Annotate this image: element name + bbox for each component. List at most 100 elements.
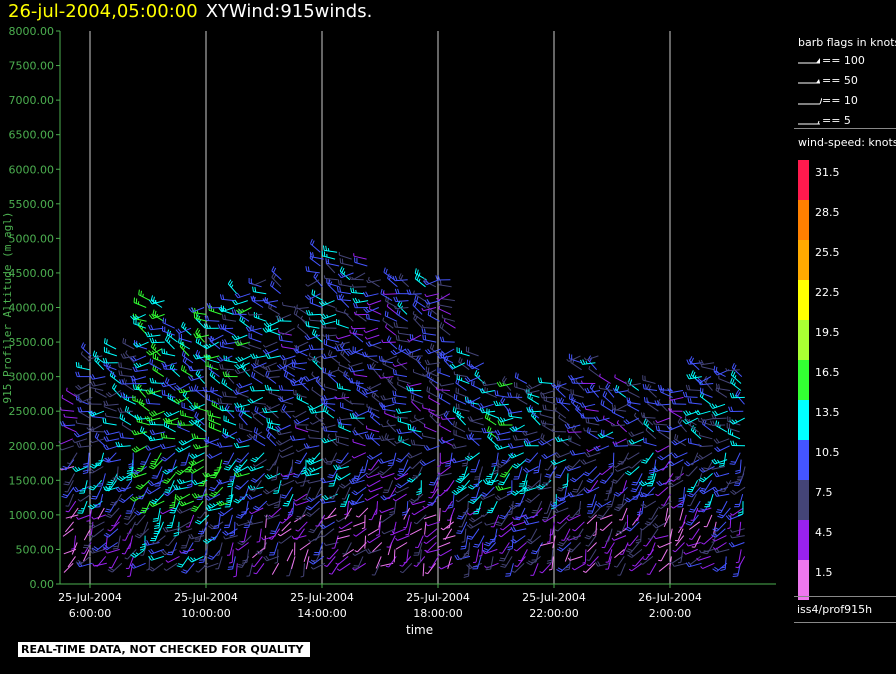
wind-barb [456, 479, 471, 491]
wind-barb [154, 514, 162, 530]
wind-barb [546, 528, 552, 543]
wind-barb [216, 442, 233, 448]
wind-barb [393, 413, 408, 419]
wind-barb [598, 385, 613, 391]
wind-barb [559, 487, 568, 502]
plot-name: XYWind:915winds. [205, 1, 373, 22]
x-tick-label: 25-Jul-2004 [58, 591, 122, 604]
x-tick-label: 22:00:00 [529, 607, 578, 620]
wind-barb [88, 479, 103, 491]
wind-barb [227, 556, 236, 570]
wind-barb [587, 542, 597, 553]
wind-barb [107, 562, 123, 573]
wind-barb [445, 452, 453, 467]
wind-barb [689, 452, 699, 466]
wind-barb [210, 386, 223, 398]
wind-barb [111, 383, 122, 398]
wind-barb [175, 466, 190, 476]
wind-barb [280, 409, 295, 413]
wind-barb [714, 445, 730, 452]
wind-barb [67, 452, 78, 465]
wind-barb [490, 514, 500, 528]
wind-barb [175, 327, 192, 334]
wind-barb [89, 438, 105, 444]
wind-barb [150, 528, 161, 542]
wind-barb [391, 528, 407, 535]
wind-barb [397, 459, 409, 473]
wind-barb [468, 514, 485, 523]
wind-barb [134, 507, 150, 516]
wind-barb [655, 417, 670, 424]
wind-barb [72, 486, 89, 493]
wind-barb [635, 528, 642, 544]
wind-barb [628, 431, 644, 437]
wind-barb [229, 521, 236, 537]
legend-divider [794, 622, 896, 623]
wind-barb [486, 408, 499, 419]
wind-barb [485, 556, 494, 571]
wind-barb [296, 304, 308, 315]
wind-barb [289, 435, 306, 441]
wind-barb [413, 514, 427, 525]
wind-barb [583, 355, 599, 361]
wind-barb [484, 521, 499, 526]
wind-barb [367, 363, 382, 371]
wind-barb [653, 420, 668, 426]
x-tick-label: 14:00:00 [297, 607, 346, 620]
wind-barb [512, 435, 528, 441]
wind-barb [643, 437, 657, 447]
wind-barb [266, 500, 281, 507]
wind-barb [118, 493, 134, 504]
wind-barb [467, 427, 483, 433]
wind-barb [149, 493, 164, 505]
wind-barb [162, 417, 179, 424]
wind-barb [377, 458, 394, 464]
wind-barb [726, 479, 741, 485]
wind-barb [393, 305, 409, 310]
wind-barb [131, 429, 148, 436]
wind-barb [133, 362, 150, 369]
y-tick-label: 6500.00 [9, 129, 55, 142]
wind-barb [203, 341, 219, 349]
wind-barb [720, 556, 727, 571]
wind-barb [352, 429, 368, 436]
wind-barb [531, 500, 543, 514]
wind-barb [668, 396, 684, 401]
wind-barb [610, 422, 626, 427]
wind-barb [685, 514, 699, 526]
wind-barb [422, 563, 425, 577]
wind-barb [523, 388, 540, 394]
wind-barb [186, 473, 193, 489]
wind-barb [234, 459, 248, 471]
wind-barb [463, 563, 470, 578]
wind-barb [439, 422, 452, 433]
wind-barb [352, 297, 369, 304]
wind-barb [441, 295, 455, 302]
wind-barb [602, 415, 615, 426]
wind-barb [390, 521, 397, 536]
wind-barb [255, 542, 268, 555]
wind-barb [271, 272, 282, 288]
wind-barb [134, 414, 150, 420]
wind-barb [640, 412, 656, 419]
wind-barb [395, 408, 412, 414]
wind-barb [148, 500, 165, 508]
wind-barb [523, 519, 540, 526]
wind-barb [250, 473, 265, 483]
wind-barb [614, 549, 625, 559]
wind-barb [313, 272, 323, 288]
wind-barb [103, 429, 120, 436]
wind-barb [161, 389, 176, 398]
wind-barb [570, 389, 584, 398]
y-tick-label: 3500.00 [9, 336, 55, 349]
wind-barb [70, 507, 79, 519]
wind-barb [466, 528, 480, 540]
wind-barb [140, 521, 149, 535]
wind-barb [232, 299, 248, 306]
y-tick-label: 6000.00 [9, 163, 55, 176]
pennant-icon [798, 58, 820, 64]
wind-barb [82, 452, 90, 468]
y-tick-label: 0.00 [30, 578, 55, 591]
wind-barb [206, 452, 223, 459]
wind-barb [337, 279, 352, 288]
